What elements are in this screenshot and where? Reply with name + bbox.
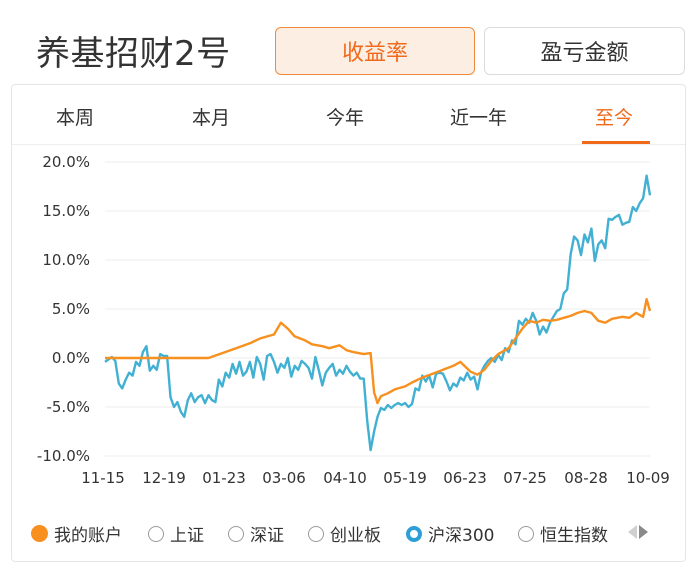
tab-week[interactable]: 本周 bbox=[56, 107, 95, 129]
legend-item-csi300[interactable]: 沪深300 bbox=[406, 521, 494, 546]
radio-selected-icon bbox=[31, 525, 48, 542]
legend-label: 创业板 bbox=[330, 526, 381, 546]
y-tick-label: 10.0% bbox=[42, 251, 90, 269]
legend-label: 沪深300 bbox=[428, 526, 495, 546]
y-tick-label: 15.0% bbox=[42, 202, 90, 220]
tab-month[interactable]: 本月 bbox=[192, 107, 231, 129]
x-tick-label: 06-23 bbox=[443, 469, 487, 487]
tab-since-inception[interactable]: 至今 bbox=[595, 107, 634, 129]
radio-icon bbox=[228, 525, 244, 542]
legend: 我的账户 上证 深证 创业板 沪深300 恒生指数 bbox=[12, 513, 685, 553]
legend-label: 我的账户 bbox=[54, 526, 122, 546]
y-axis: 20.0% 15.0% 10.0% 5.0% 0.0% -5.0% -10.0% bbox=[37, 153, 90, 465]
y-tick-label: 0.0% bbox=[52, 349, 90, 367]
series-line-my-account bbox=[105, 297, 652, 405]
radio-selected-icon bbox=[406, 525, 422, 542]
chart-card: 本周 本月 今年 近一年 至今 20.0% 15.0% 10.0% 5.0% 0.0% -… bbox=[11, 84, 686, 562]
x-tick-label: 01-23 bbox=[202, 469, 246, 487]
x-tick-label: 04-10 bbox=[323, 469, 367, 487]
legend-item-shenzhen[interactable]: 深证 bbox=[228, 521, 284, 546]
series-line-csi300 bbox=[104, 174, 652, 452]
tab-year-to-date[interactable]: 今年 bbox=[326, 107, 365, 129]
legend-item-chinext[interactable]: 创业板 bbox=[308, 521, 381, 546]
legend-label: 恒生指数 bbox=[540, 526, 608, 546]
x-tick-label: 10-09 bbox=[626, 469, 670, 487]
grid bbox=[105, 161, 650, 457]
header: 养基招财2号 收益率 盈亏金额 bbox=[0, 0, 693, 84]
legend-item-hang-seng[interactable]: 恒生指数 bbox=[518, 521, 608, 546]
scroll-right-icon[interactable] bbox=[639, 525, 648, 539]
x-tick-label: 11-15 bbox=[81, 469, 125, 487]
radio-icon bbox=[308, 525, 324, 542]
return-rate-button[interactable]: 收益率 bbox=[275, 27, 475, 75]
y-tick-label: -5.0% bbox=[46, 398, 90, 416]
legend-label: 深证 bbox=[250, 526, 284, 546]
x-tick-label: 07-25 bbox=[503, 469, 547, 487]
x-tick-label: 03-06 bbox=[262, 469, 306, 487]
line-chart: 20.0% 15.0% 10.0% 5.0% 0.0% -5.0% -10.0% 11-15… bbox=[37, 153, 670, 487]
period-tabs: 本周 本月 今年 近一年 至今 bbox=[12, 85, 685, 145]
tab-last-year[interactable]: 近一年 bbox=[450, 107, 508, 129]
x-tick-label: 08-28 bbox=[564, 469, 608, 487]
series-lines bbox=[104, 174, 652, 452]
legend-item-my-account[interactable]: 我的账户 bbox=[31, 521, 122, 546]
active-tab-indicator bbox=[582, 141, 650, 144]
scroll-left-icon[interactable] bbox=[628, 525, 637, 539]
radio-icon bbox=[518, 525, 534, 542]
x-tick-label: 12-19 bbox=[142, 469, 186, 487]
page-title: 养基招财2号 bbox=[36, 34, 231, 74]
profit-amount-button[interactable]: 盈亏金额 bbox=[484, 27, 685, 75]
legend-label: 上证 bbox=[170, 526, 204, 546]
radio-icon bbox=[148, 525, 164, 542]
y-tick-label: 5.0% bbox=[52, 300, 90, 318]
legend-scroll bbox=[628, 525, 648, 539]
x-tick-label: 05-19 bbox=[383, 469, 427, 487]
x-axis: 11-15 12-19 01-23 03-06 04-10 05-19 06-23 07-25… bbox=[81, 469, 670, 487]
y-tick-label: 20.0% bbox=[42, 153, 90, 171]
y-tick-label: -10.0% bbox=[37, 447, 90, 465]
legend-item-shanghai[interactable]: 上证 bbox=[148, 521, 204, 546]
